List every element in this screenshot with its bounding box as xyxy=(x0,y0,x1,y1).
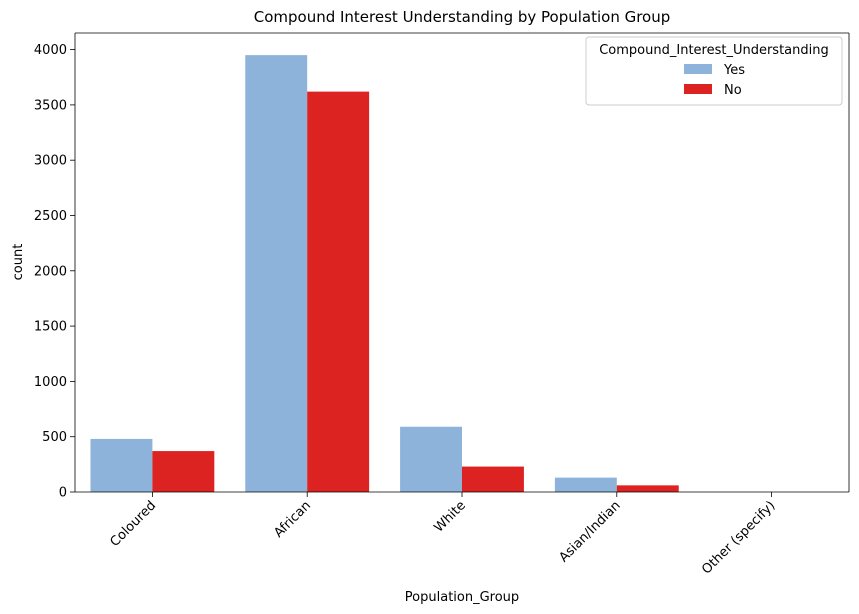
bar-no-2 xyxy=(462,466,524,492)
legend: Compound_Interest_Understanding Yes No xyxy=(585,36,843,106)
bar-yes-3 xyxy=(554,477,617,492)
bars-group xyxy=(90,55,679,493)
x-tick-label: Coloured xyxy=(107,498,159,550)
y-tick-label: 0 xyxy=(59,486,67,501)
y-axis-title: count xyxy=(11,244,26,281)
bar-no-0 xyxy=(152,451,215,492)
chart-title: Compound Interest Understanding by Popul… xyxy=(254,8,671,26)
x-tick-label: White xyxy=(431,498,468,535)
x-tick-label: African xyxy=(271,498,314,541)
legend-swatch-no xyxy=(684,84,712,94)
y-tick-label: 1000 xyxy=(34,375,67,390)
bar-yes-2 xyxy=(400,426,462,492)
y-tick-label: 1500 xyxy=(34,320,67,335)
y-tick-label: 4000 xyxy=(34,43,67,58)
legend-swatch-yes xyxy=(684,64,712,74)
y-axis: 0 500 1000 1500 2000 2500 3000 3500 4000 xyxy=(34,43,75,501)
y-tick-label: 500 xyxy=(42,430,67,445)
x-tick-label: Other (specify) xyxy=(699,498,778,577)
bar-no-1 xyxy=(307,91,370,493)
bar-yes-0 xyxy=(90,438,153,492)
bar-no-3 xyxy=(616,485,679,492)
legend-title: Compound_Interest_Understanding xyxy=(599,43,829,58)
y-tick-label: 2500 xyxy=(34,209,67,224)
legend-items: Yes No xyxy=(684,63,745,98)
x-axis-title: Population_Group xyxy=(405,590,519,605)
y-tick-label: 3000 xyxy=(34,154,67,169)
y-tick-label: 3500 xyxy=(34,98,67,113)
legend-box xyxy=(585,36,843,106)
x-axis: Coloured African White Asian/Indian Other (s… xyxy=(107,492,778,577)
y-tick-label: 2000 xyxy=(34,264,67,279)
bar-yes-1 xyxy=(245,55,308,492)
legend-label-yes: Yes xyxy=(723,63,745,78)
legend-label-no: No xyxy=(724,83,742,98)
x-tick-label: Asian/Indian xyxy=(556,498,623,565)
